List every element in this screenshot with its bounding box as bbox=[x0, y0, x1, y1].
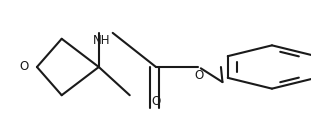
Text: O: O bbox=[19, 60, 29, 74]
Text: O: O bbox=[151, 95, 161, 108]
Text: O: O bbox=[195, 69, 204, 82]
Text: NH: NH bbox=[93, 34, 110, 47]
